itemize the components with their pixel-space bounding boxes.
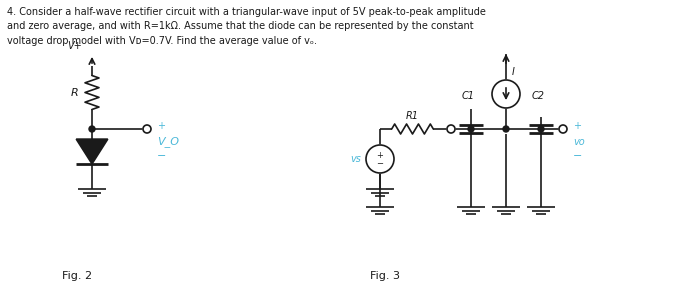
Circle shape [492, 80, 520, 108]
Text: vs: vs [350, 154, 361, 164]
Text: R1: R1 [406, 111, 419, 121]
Text: R: R [70, 88, 78, 98]
Text: C2: C2 [531, 91, 545, 101]
Text: V+: V+ [67, 41, 82, 51]
Text: 4. Consider a half-wave rectifier circuit with a triangular-wave input of 5V pea: 4. Consider a half-wave rectifier circui… [7, 7, 486, 46]
Circle shape [538, 126, 544, 132]
Text: −: − [377, 160, 384, 168]
Text: I: I [512, 67, 515, 77]
Circle shape [143, 125, 151, 133]
Circle shape [366, 145, 394, 173]
Text: +: + [573, 121, 581, 131]
Text: Fig. 3: Fig. 3 [370, 271, 400, 281]
Circle shape [503, 126, 509, 132]
Text: +: + [377, 151, 384, 160]
Text: Fig. 2: Fig. 2 [62, 271, 92, 281]
Circle shape [89, 126, 95, 132]
Circle shape [559, 125, 567, 133]
Circle shape [447, 125, 455, 133]
Circle shape [468, 126, 474, 132]
Text: V_O: V_O [157, 136, 179, 148]
Polygon shape [76, 139, 108, 164]
Text: vo: vo [573, 137, 584, 147]
Text: +: + [157, 121, 165, 131]
Text: C1: C1 [461, 91, 475, 101]
Text: −: − [573, 151, 582, 161]
Text: −: − [157, 151, 167, 161]
